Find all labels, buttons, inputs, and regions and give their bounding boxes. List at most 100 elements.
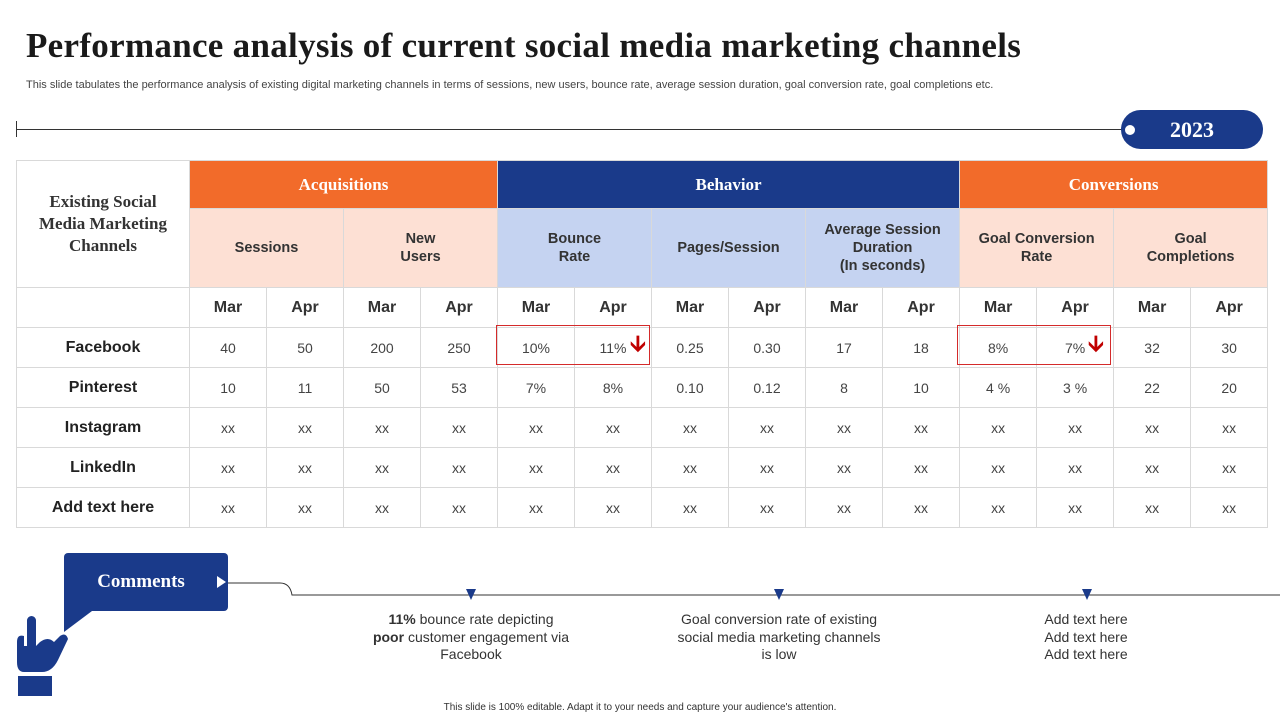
table-cell: 0.12 (728, 367, 806, 408)
table-cell: xx (1190, 447, 1269, 488)
channel-name: Add text here (16, 487, 190, 528)
metric-new-users: New Users (343, 208, 498, 288)
table-row: Facebook 40 50 200 250 10% 11% 0.25 0.30 17 18 8% 7%… (16, 327, 1269, 368)
page-title: Performance analysis of current social m… (26, 26, 1022, 65)
metric-pages-per-session: Pages/Session (651, 208, 806, 288)
footer-note: This slide is 100% editable. Adapt it to… (443, 702, 837, 713)
month-row-blank (16, 287, 190, 328)
metric-sessions: Sessions (189, 208, 344, 288)
comment-3-line-1: Add text here (1044, 611, 1128, 627)
table-cell: xx (420, 447, 498, 488)
comment-1-text-2: customer engagement via Facebook (404, 628, 570, 663)
channel-name: Instagram (16, 407, 190, 448)
month-header: Apr (574, 287, 652, 328)
table-cell: xx (805, 487, 883, 528)
play-icon (217, 576, 226, 588)
table-cell: xx (881, 407, 961, 448)
table-cell: xx (1113, 407, 1192, 448)
table-cell: 0.25 (651, 327, 729, 368)
table-cell: xx (420, 487, 498, 528)
table-cell: xx (805, 447, 883, 488)
comment-1-bold-1: 11% (388, 611, 416, 627)
page-subtitle: This slide tabulates the performance ana… (26, 79, 994, 91)
table-cell: xx (1113, 487, 1192, 528)
table-cell: xx (343, 407, 421, 448)
table-cell: 17 (805, 327, 883, 368)
table-cell: 30 (1190, 327, 1269, 368)
table-cell: xx (266, 487, 344, 528)
table-cell: xx (1036, 487, 1115, 528)
table-row: Instagram xx xx xx xx xx xx xx xx xx xx xx xx xx xx (16, 407, 1269, 448)
channel-name: Pinterest (16, 367, 190, 408)
metric-avg-session-duration: Average Session Duration (In seconds) (804, 208, 961, 288)
year-label: 2023 (1170, 117, 1214, 142)
table-cell: xx (420, 407, 498, 448)
group-behavior: Behavior (496, 160, 961, 209)
marker-triangle-1 (466, 589, 476, 600)
table-cell: 53 (420, 367, 498, 408)
highlight-bounce-rate-facebook (496, 325, 650, 365)
table-cell: xx (728, 447, 806, 488)
table-cell: xx (266, 407, 344, 448)
comment-3: Add text here Add text here Add text her… (971, 611, 1201, 664)
table-cell: 0.30 (728, 327, 806, 368)
performance-table: Existing Social Media Marketing Channels… (16, 160, 1269, 528)
marker-triangle-3 (1082, 589, 1092, 600)
table-cell: xx (959, 447, 1038, 488)
table-cell: 22 (1113, 367, 1192, 408)
table-cell: xx (497, 407, 575, 448)
comment-2: Goal conversion rate of existing social … (677, 611, 881, 662)
month-header: Mar (189, 287, 267, 328)
table-cell: 3 % (1036, 367, 1115, 408)
table-cell: 18 (881, 327, 961, 368)
comment-3-line-3: Add text here (1044, 646, 1128, 662)
table-cell: 10% (497, 327, 575, 368)
table-row: Add text here xx xx xx xx xx xx xx xx xx xx xx xx xx x… (16, 487, 1269, 528)
table-cell: xx (881, 487, 961, 528)
timeline-line (16, 129, 1131, 130)
down-arrow-icon: 🡫 (630, 331, 646, 356)
table-cell: 10 (189, 367, 267, 408)
table-cell: 32 (1113, 327, 1192, 368)
comments-box (64, 553, 228, 611)
table-cell: 40 (189, 327, 267, 368)
table-cell: xx (728, 487, 806, 528)
table-cell: 0.10 (651, 367, 729, 408)
pointing-hand-icon (17, 616, 68, 696)
table-cell: xx (1190, 407, 1269, 448)
metric-bounce-rate: Bounce Rate (497, 208, 652, 288)
month-header: Mar (959, 287, 1038, 328)
table-row: Pinterest 10 11 50 53 7% 8% 0.10 0.12 8 10 4 % 3 % 22… (16, 367, 1269, 408)
comment-1: 11% bounce rate depicting poor customer … (356, 611, 586, 664)
comment-3-line-2: Add text here (1044, 628, 1128, 645)
table-cell: 7% (1036, 327, 1115, 368)
table-cell: 200 (343, 327, 421, 368)
table-cell: xx (651, 447, 729, 488)
group-acquisitions: Acquisitions (189, 160, 498, 209)
table-cell: xx (189, 487, 267, 528)
table-cell: xx (1036, 447, 1115, 488)
table-cell: xx (651, 487, 729, 528)
month-header: Apr (420, 287, 498, 328)
comment-1-text-1: bounce rate depicting (415, 611, 554, 627)
comment-1-bold-2: poor (372, 628, 405, 645)
table-cell: xx (574, 407, 652, 448)
table-cell: 20 (1190, 367, 1269, 408)
group-conversions: Conversions (959, 160, 1269, 209)
channel-name: LinkedIn (16, 447, 190, 488)
table-cell: xx (266, 447, 344, 488)
highlight-goal-conversion-facebook (957, 325, 1111, 365)
channel-name: Facebook (16, 327, 190, 368)
month-header: Apr (266, 287, 344, 328)
comments-label: Comments (97, 571, 185, 592)
year-badge (1121, 110, 1263, 149)
table-cell: 4 % (959, 367, 1038, 408)
down-arrow-icon: 🡫 (1088, 331, 1104, 356)
table-cell: xx (959, 487, 1038, 528)
table-row: LinkedIn xx xx xx xx xx xx xx xx xx xx xx xx xx xx (16, 447, 1269, 488)
table-cell: xx (881, 447, 961, 488)
month-header: Mar (497, 287, 575, 328)
table-cell: xx (1190, 487, 1269, 528)
year-dot (1125, 125, 1135, 135)
month-header: Mar (1113, 287, 1192, 328)
